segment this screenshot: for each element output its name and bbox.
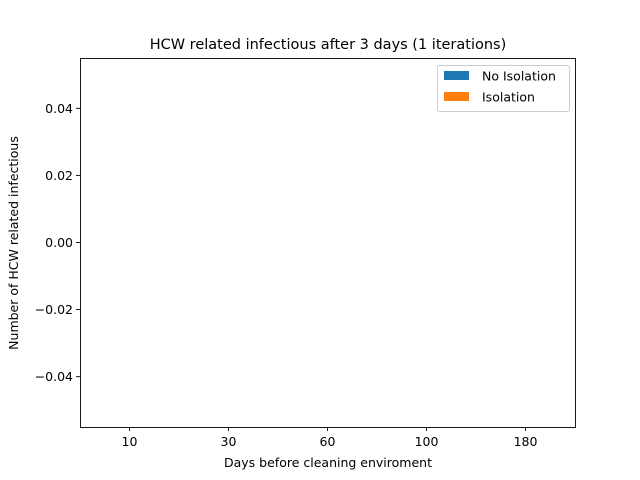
legend-swatch-no-isolation [444,71,469,80]
y-axis-label: Number of HCW related infectious [6,136,21,350]
legend-label-no-isolation: No Isolation [482,69,556,84]
x-axis-ticks: 10 30 60 100 180 [122,427,538,449]
y-axis-ticks: −0.04 −0.02 0.00 0.02 0.04 [35,101,80,384]
chart-title: HCW related infectious after 3 days (1 i… [150,37,507,53]
y-tick-label: 0.04 [45,101,73,116]
x-tick-label: 30 [221,434,237,449]
legend-swatch-isolation [444,92,469,101]
legend-label-isolation: Isolation [482,90,535,105]
y-tick-label: −0.04 [35,369,73,384]
x-axis-label: Days before cleaning enviroment [224,455,432,470]
y-tick-label: −0.02 [35,302,73,317]
x-tick-label: 60 [320,434,336,449]
legend: No Isolation Isolation [437,65,570,112]
x-tick-label: 100 [415,434,439,449]
x-tick-label: 10 [122,434,138,449]
x-tick-label: 180 [514,434,538,449]
y-tick-label: 0.00 [45,235,73,250]
plot-frame [80,58,576,428]
y-tick-label: 0.02 [45,168,73,183]
legend-frame [437,65,570,112]
